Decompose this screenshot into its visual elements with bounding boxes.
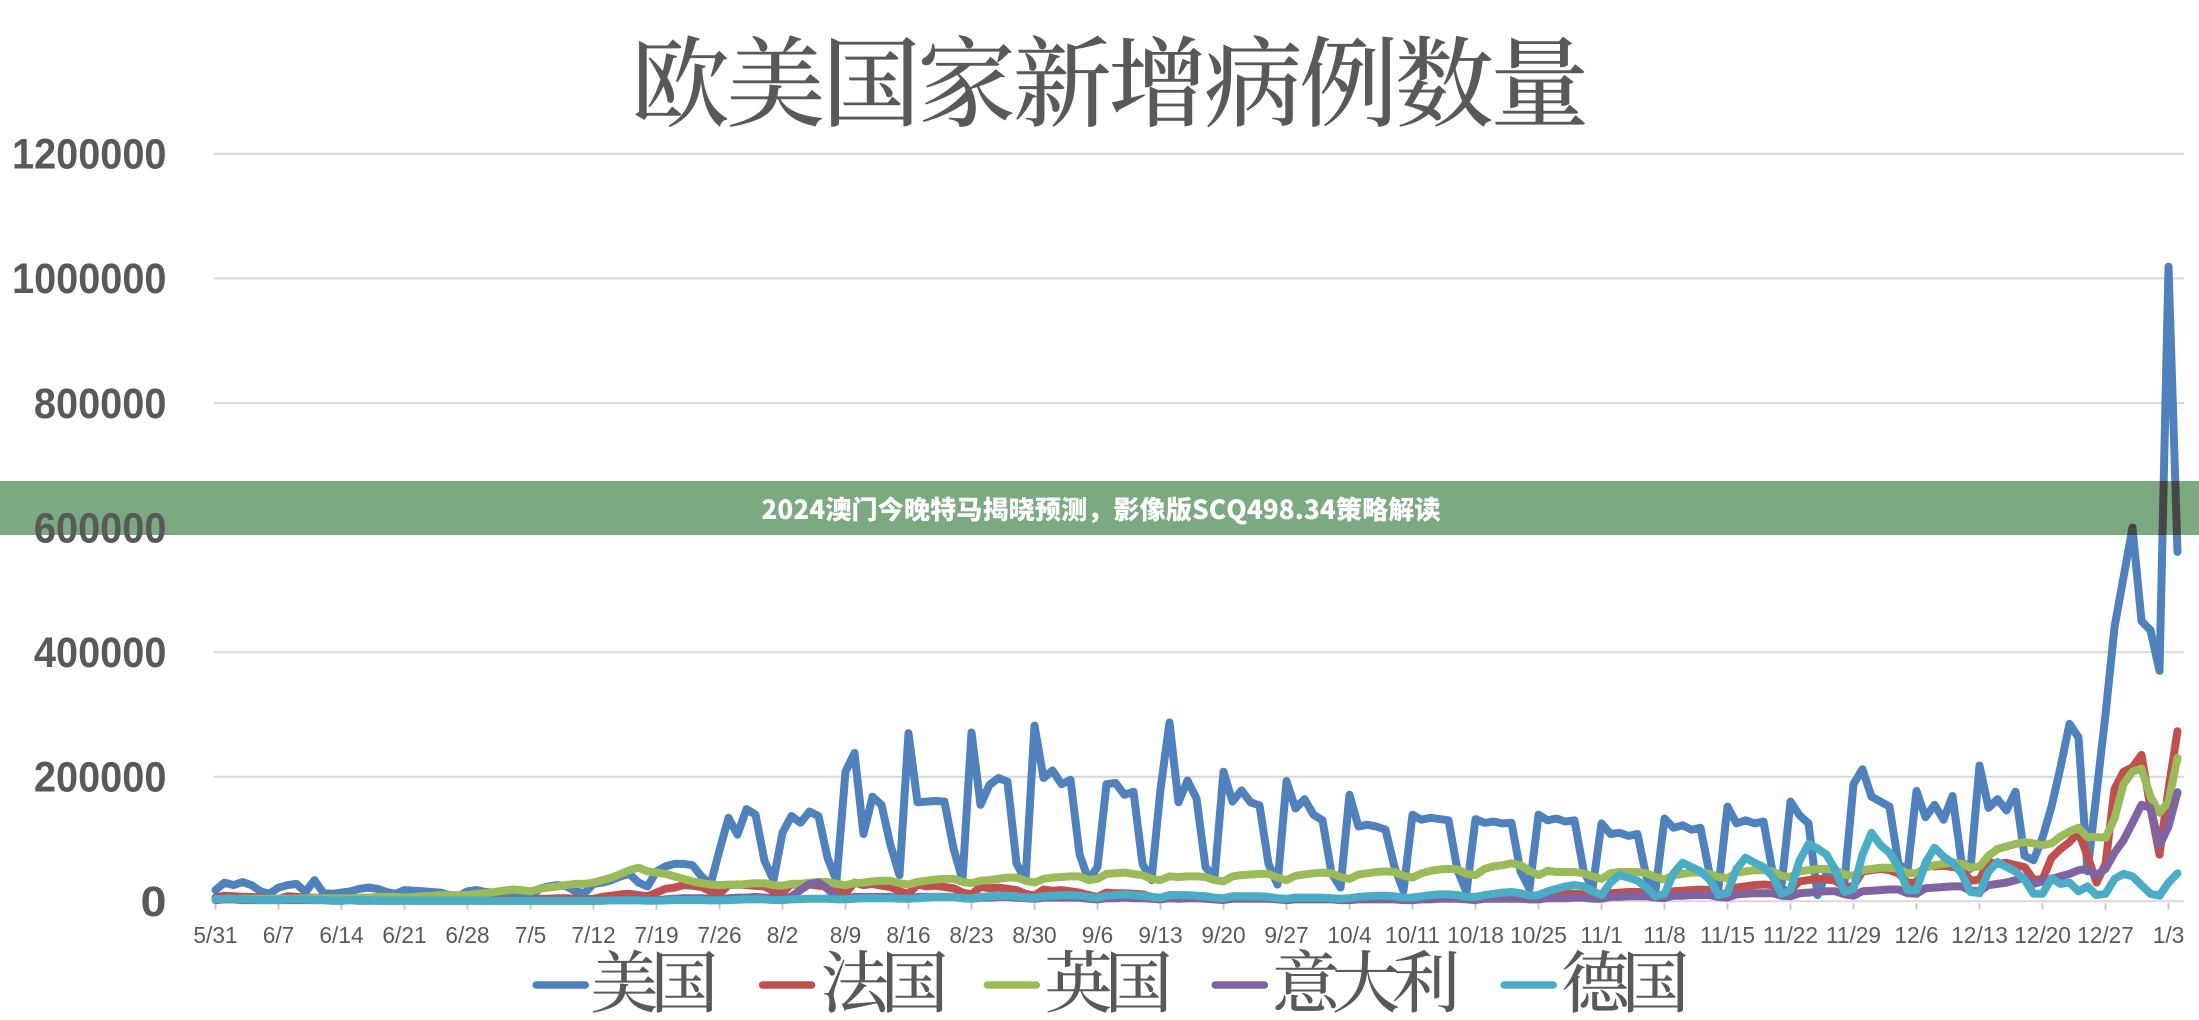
svg-text:6/14: 6/14 [319,922,363,948]
svg-text:1/3: 1/3 [2153,922,2185,948]
svg-text:10/18: 10/18 [1447,922,1504,948]
svg-text:7/26: 7/26 [697,922,741,948]
svg-text:12/27: 12/27 [2077,922,2134,948]
svg-text:9/6: 9/6 [1082,922,1114,948]
svg-text:600000: 600000 [34,504,167,552]
svg-text:9/20: 9/20 [1201,922,1245,948]
svg-text:11/29: 11/29 [1826,922,1881,948]
svg-text:0: 0 [141,878,167,926]
svg-text:7/5: 7/5 [515,922,547,948]
svg-text:12/20: 12/20 [2014,922,2071,948]
svg-text:11/8: 11/8 [1643,922,1685,948]
svg-text:11/22: 11/22 [1763,922,1818,948]
svg-text:12/13: 12/13 [1951,922,2008,948]
svg-text:6/28: 6/28 [445,922,489,948]
svg-text:8/30: 8/30 [1012,922,1056,948]
svg-text:10/25: 10/25 [1510,922,1567,948]
svg-text:200000: 200000 [34,754,167,802]
svg-text:9/13: 9/13 [1138,922,1182,948]
svg-text:10/11: 10/11 [1385,922,1440,948]
svg-text:8/16: 8/16 [886,922,930,948]
svg-text:8/9: 8/9 [830,922,862,948]
svg-text:6/7: 6/7 [263,922,295,948]
svg-text:8/2: 8/2 [767,922,799,948]
svg-text:11/15: 11/15 [1700,922,1755,948]
svg-text:5/31: 5/31 [193,922,237,948]
svg-text:6/21: 6/21 [382,922,426,948]
svg-text:800000: 800000 [34,380,167,428]
svg-text:9/27: 9/27 [1264,922,1308,948]
svg-text:10/4: 10/4 [1327,922,1371,948]
svg-text:8/23: 8/23 [949,922,993,948]
svg-text:1200000: 1200000 [12,131,167,179]
svg-text:400000: 400000 [34,629,167,677]
svg-text:12/6: 12/6 [1894,922,1938,948]
svg-text:11/1: 11/1 [1580,922,1622,948]
svg-text:7/12: 7/12 [571,922,615,948]
svg-text:1000000: 1000000 [12,255,167,303]
svg-text:7/19: 7/19 [634,922,678,948]
